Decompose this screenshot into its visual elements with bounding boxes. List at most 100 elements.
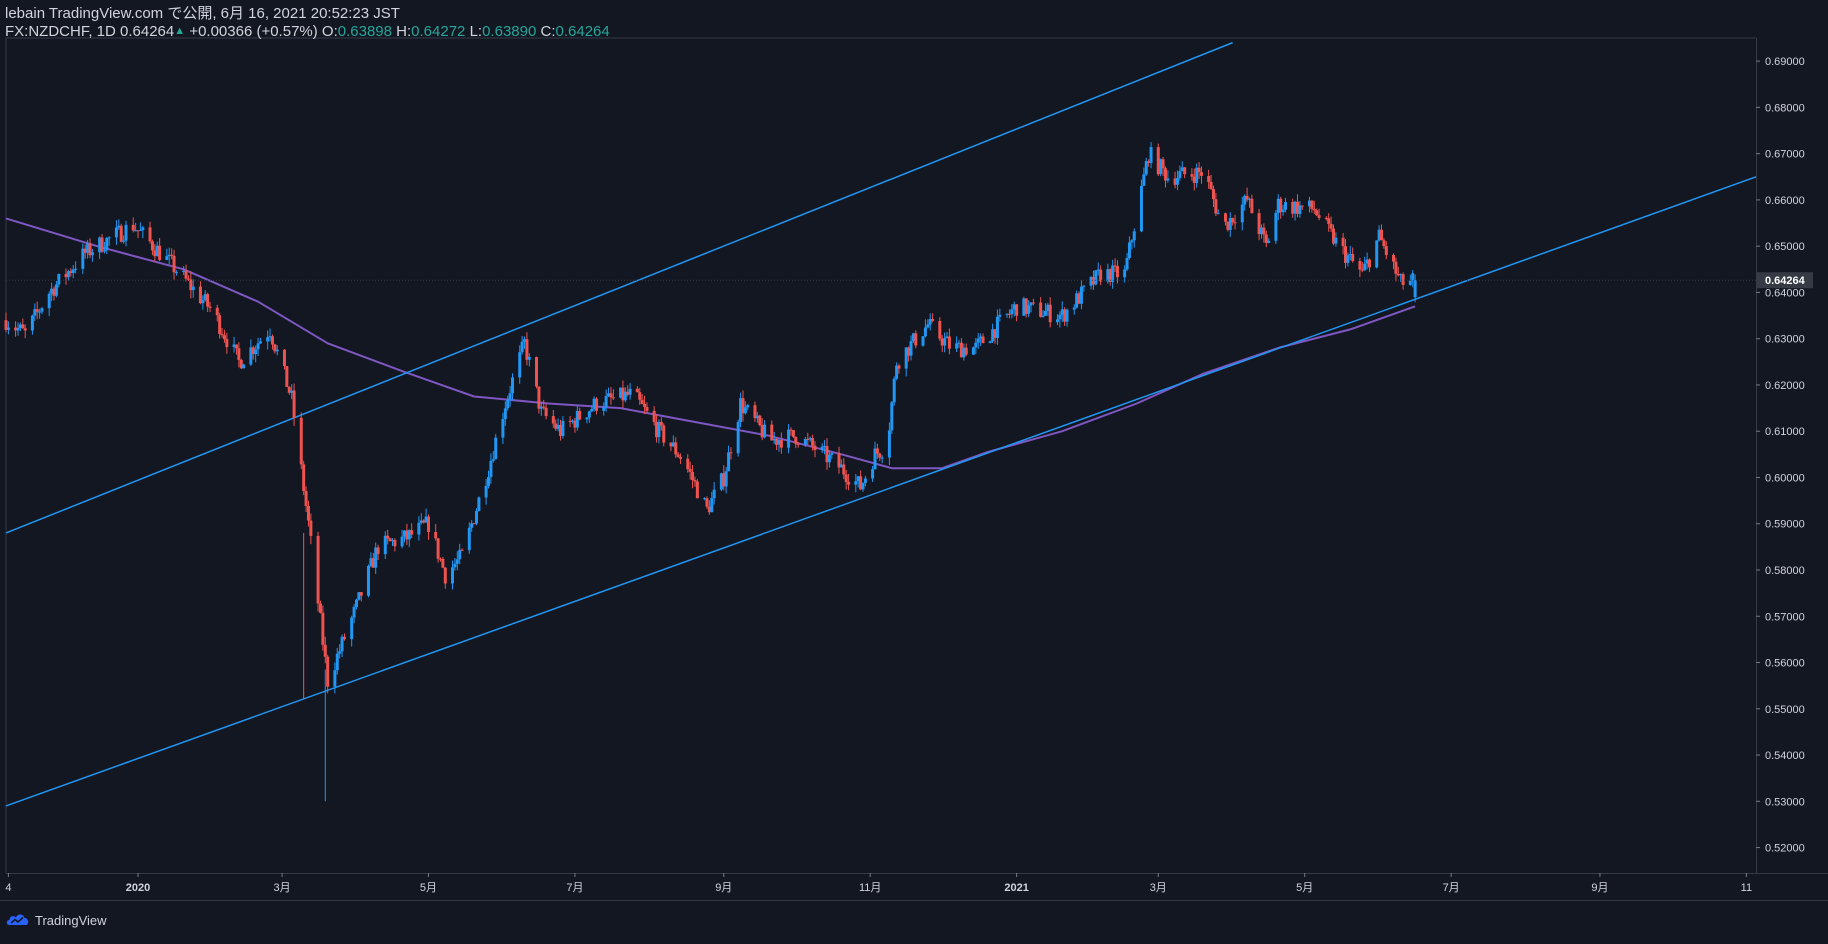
candle-body xyxy=(875,448,879,454)
candle-body xyxy=(568,420,572,422)
candle-body xyxy=(417,522,421,535)
candle-body xyxy=(518,352,522,378)
candle-body xyxy=(453,563,457,568)
candle-body xyxy=(873,448,877,470)
candle-body xyxy=(1394,261,1398,274)
candle-body xyxy=(1295,201,1299,214)
candle-body xyxy=(487,477,491,486)
candle-body xyxy=(88,243,92,256)
candle-body xyxy=(350,617,354,640)
candle-body xyxy=(976,338,980,343)
y-tick-label: 0.56000 xyxy=(1765,658,1805,670)
candle-body xyxy=(208,306,212,308)
candle-body xyxy=(1063,309,1067,322)
candle-body xyxy=(1075,293,1079,308)
candle-body xyxy=(138,230,142,232)
candle-body xyxy=(787,429,791,448)
tradingview-brand[interactable]: TradingView xyxy=(6,911,107,929)
candle-body xyxy=(407,530,411,540)
candle-body xyxy=(585,417,589,420)
candle-body xyxy=(863,478,867,484)
candle-body xyxy=(1029,302,1033,306)
candle-body xyxy=(405,530,409,540)
candle-body xyxy=(770,424,774,441)
last-price-label-bg xyxy=(1757,272,1813,289)
candle-body xyxy=(1108,269,1112,283)
candle-body xyxy=(1243,195,1247,205)
candle-body xyxy=(1233,222,1237,224)
candle-body xyxy=(122,240,126,242)
candle-body xyxy=(842,464,846,475)
candle-body xyxy=(791,430,795,437)
candle-body xyxy=(1192,176,1196,183)
candle-body xyxy=(172,255,176,273)
candle-body xyxy=(1094,270,1098,285)
lower-channel-line xyxy=(5,176,1757,807)
candle-body xyxy=(318,603,322,613)
candle-body xyxy=(971,347,975,355)
candle-body xyxy=(441,558,445,568)
candle-body xyxy=(35,309,39,312)
candle-body xyxy=(54,284,58,296)
candle-body xyxy=(1147,161,1151,163)
candle-body xyxy=(1096,269,1100,271)
candle-body xyxy=(739,398,743,423)
candle-body xyxy=(619,387,623,398)
candle-body xyxy=(806,439,810,441)
candle-body xyxy=(676,454,680,457)
candle-body xyxy=(544,407,548,417)
candle-body xyxy=(52,288,56,296)
candle-body xyxy=(98,237,102,253)
candle-body xyxy=(887,430,891,458)
candle-body xyxy=(242,364,246,369)
candle-body xyxy=(554,423,558,429)
candle-body xyxy=(1043,310,1047,316)
candle-body xyxy=(993,329,997,338)
candle-body xyxy=(1113,265,1117,267)
candle-body xyxy=(1091,277,1095,285)
candle-body xyxy=(40,308,44,312)
low-value: 0.63890 xyxy=(482,23,537,40)
candle-body xyxy=(1180,167,1184,172)
candle-body xyxy=(551,416,555,424)
candle-body xyxy=(1276,198,1280,213)
y-tick-label: 0.69000 xyxy=(1765,56,1805,68)
candle-body xyxy=(746,405,750,408)
x-tick-label: 2020 xyxy=(126,882,150,894)
candle-body xyxy=(640,399,644,404)
candle-body xyxy=(1072,307,1076,310)
x-tick-label: 11 xyxy=(1741,882,1752,894)
candle-body xyxy=(1344,246,1348,263)
candle-body xyxy=(854,481,858,485)
ohlc-legend: FX:NZDCHF, 1D 0.64264▲ +0.00366 (+0.57%)… xyxy=(5,23,610,42)
candle-body xyxy=(186,278,190,280)
candle-body xyxy=(1310,200,1314,209)
candle-body xyxy=(165,256,169,260)
candle-body xyxy=(1178,171,1182,179)
candle-body xyxy=(100,237,104,252)
candle-body xyxy=(1411,273,1415,281)
candle-body xyxy=(1214,199,1218,214)
candle-body xyxy=(758,415,762,426)
candle-body xyxy=(837,453,841,468)
candle-body xyxy=(535,357,539,387)
candle-body xyxy=(422,520,426,523)
candle-body xyxy=(376,547,380,555)
candle-body xyxy=(525,339,529,360)
y-tick-label: 0.54000 xyxy=(1765,750,1805,762)
candle-body xyxy=(268,336,272,338)
candle-body xyxy=(688,469,692,472)
y-tick-label: 0.60000 xyxy=(1765,472,1805,484)
candle-body xyxy=(679,456,683,459)
candle-body xyxy=(590,409,594,412)
candle-body xyxy=(931,319,935,321)
candle-body xyxy=(707,506,711,513)
candle-body xyxy=(940,338,944,346)
candle-body xyxy=(153,250,157,257)
candle-body xyxy=(813,445,817,450)
candle-body xyxy=(1245,195,1249,200)
candle-body xyxy=(30,315,34,331)
symbol-label[interactable]: FX:NZDCHF, 1D xyxy=(5,23,116,40)
